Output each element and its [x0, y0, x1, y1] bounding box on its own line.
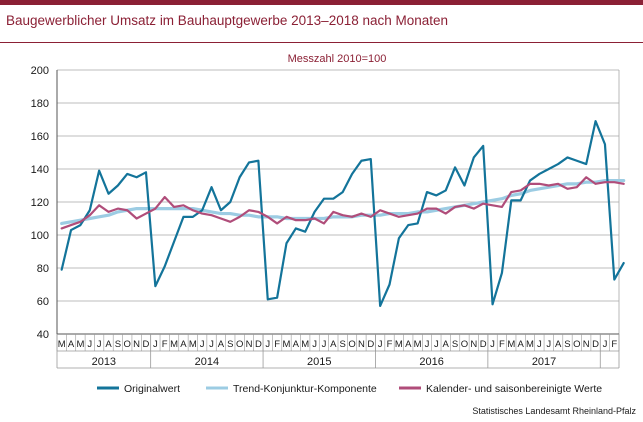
month-label: F	[387, 339, 393, 350]
month-label: J	[200, 339, 205, 350]
y-tick-label: 140	[31, 164, 49, 176]
month-label: O	[348, 339, 355, 350]
source-note: Statistisches Landesamt Rheinland-Pfalz	[472, 406, 636, 416]
month-label: J	[97, 339, 102, 350]
month-label: A	[68, 339, 75, 350]
month-label: S	[452, 339, 458, 350]
y-tick-label: 120	[31, 197, 49, 209]
month-label: D	[255, 339, 262, 350]
month-label: A	[517, 339, 524, 350]
month-label: N	[583, 339, 590, 350]
month-label: M	[58, 339, 66, 350]
month-label: S	[115, 339, 121, 350]
month-label: F	[611, 339, 617, 350]
series-line	[60, 120, 625, 308]
y-tick-label: 60	[37, 296, 49, 308]
month-label: O	[124, 339, 131, 350]
legend-label: Originalwert	[124, 383, 180, 395]
month-label: O	[461, 339, 468, 350]
month-label: M	[526, 339, 534, 350]
y-tick-label: 100	[31, 230, 49, 242]
month-label: A	[293, 339, 300, 350]
month-label: D	[143, 339, 150, 350]
month-label: M	[283, 339, 291, 350]
month-label: M	[76, 339, 84, 350]
month-label: J	[603, 339, 608, 350]
month-label: D	[480, 339, 487, 350]
month-label: N	[246, 339, 253, 350]
month-label: J	[378, 339, 383, 350]
month-label: M	[414, 339, 422, 350]
year-label: 2017	[532, 356, 556, 368]
month-label: D	[592, 339, 599, 350]
top-accent-bar	[0, 0, 643, 5]
month-label: J	[546, 339, 551, 350]
month-label: J	[425, 339, 430, 350]
month-label: N	[470, 339, 477, 350]
month-label: N	[358, 339, 365, 350]
month-label: D	[367, 339, 374, 350]
month-label: J	[434, 339, 439, 350]
month-label: F	[499, 339, 505, 350]
y-tick-label: 180	[31, 98, 49, 110]
y-tick-label: 80	[37, 263, 49, 275]
month-label: A	[443, 339, 450, 350]
gridlines	[57, 69, 620, 335]
month-label: A	[218, 339, 225, 350]
year-label: 2016	[419, 356, 443, 368]
year-label: 2015	[307, 356, 331, 368]
month-label: S	[227, 339, 233, 350]
month-label: A	[180, 339, 187, 350]
month-label: A	[405, 339, 412, 350]
month-label: M	[170, 339, 178, 350]
y-tick-label: 40	[37, 329, 49, 341]
month-label: M	[301, 339, 309, 350]
chart-title: Baugewerblicher Umsatz im Bauhauptgewerb…	[6, 13, 449, 28]
month-label: A	[105, 339, 112, 350]
month-label: J	[322, 339, 327, 350]
series-lines	[60, 120, 626, 308]
month-label: J	[153, 339, 158, 350]
month-label: A	[555, 339, 562, 350]
month-label: A	[330, 339, 337, 350]
legend-label: Trend-Konjunktur-Komponente	[233, 383, 377, 395]
y-tick-label: 160	[31, 131, 49, 143]
month-label: M	[395, 339, 403, 350]
month-label: J	[265, 339, 270, 350]
series-line	[60, 176, 625, 230]
month-label: S	[340, 339, 346, 350]
month-label: O	[236, 339, 243, 350]
month-label: S	[564, 339, 570, 350]
y-axis: 200 180 160 140 120 100 80 60 40	[31, 65, 58, 341]
month-label: O	[573, 339, 580, 350]
month-label: J	[312, 339, 317, 350]
month-label: N	[133, 339, 140, 350]
month-label: F	[274, 339, 280, 350]
month-label: J	[209, 339, 214, 350]
month-label: F	[162, 339, 168, 350]
month-label: J	[490, 339, 495, 350]
month-label: M	[507, 339, 515, 350]
month-label: M	[189, 339, 197, 350]
chart-subtitle: Messzahl 2010=100	[288, 53, 387, 65]
year-label: 2013	[92, 356, 116, 368]
legend: Originalwert Trend-Konjunktur-Komponente K…	[97, 383, 602, 395]
title-divider	[0, 42, 643, 43]
y-tick-label: 200	[31, 65, 49, 77]
month-label: J	[537, 339, 542, 350]
year-label: 2014	[195, 356, 219, 368]
month-label: J	[87, 339, 92, 350]
legend-label: Kalender- und saisonbereinigte Werte	[426, 383, 602, 395]
